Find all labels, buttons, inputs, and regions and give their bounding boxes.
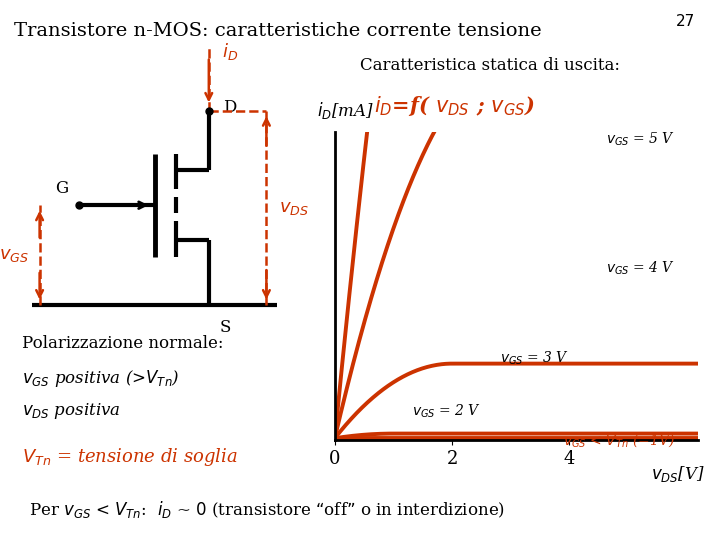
Text: 27: 27 [675,14,695,29]
Text: $v_{GS}$ = 4 V: $v_{GS}$ = 4 V [606,260,675,277]
Text: $i_D$: $i_D$ [222,41,238,62]
Text: $v_{GS}$ positiva (>$V_{Tn}$): $v_{GS}$ positiva (>$V_{Tn}$) [22,368,179,389]
Text: $v_{GS}$ = 5 V: $v_{GS}$ = 5 V [606,131,675,148]
Text: Caratteristica statica di uscita:: Caratteristica statica di uscita: [360,57,620,73]
Text: Per $v_{GS}$ < $V_{Tn}$:  $i_D$ ~ $0$ (transistore “off” o in interdizione): Per $v_{GS}$ < $V_{Tn}$: $i_D$ ~ $0$ (tr… [29,500,505,521]
Text: G: G [55,180,68,197]
Text: D: D [223,99,237,117]
Text: $v_{GS}$ = 3 V: $v_{GS}$ = 3 V [500,349,570,367]
Text: $v_{DS}$: $v_{DS}$ [279,199,310,217]
Text: $i_D$=f( $v_{DS}$ ; $v_{GS}$): $i_D$=f( $v_{DS}$ ; $v_{GS}$) [374,94,536,118]
Text: $v_{GS}$ = 2 V: $v_{GS}$ = 2 V [413,403,482,420]
Text: Transistore n-MOS: caratteristiche corrente tensione: Transistore n-MOS: caratteristiche corre… [14,22,542,39]
Text: $v_{GS}$ < $V_{Tn}$ (=1V): $v_{GS}$ < $V_{Tn}$ (=1V) [563,431,675,449]
Text: Polarizzazione normale:: Polarizzazione normale: [22,335,223,352]
Text: $v_{GS}$: $v_{GS}$ [0,246,29,264]
Text: $i_D$[mA]: $i_D$[mA] [318,100,374,121]
Text: $V_{Tn}$ = tensione di soglia: $V_{Tn}$ = tensione di soglia [22,446,238,468]
Text: $v_{DS}$[V]: $v_{DS}$[V] [651,464,704,484]
Text: S: S [220,319,231,335]
Text: $v_{DS}$ positiva: $v_{DS}$ positiva [22,401,120,421]
